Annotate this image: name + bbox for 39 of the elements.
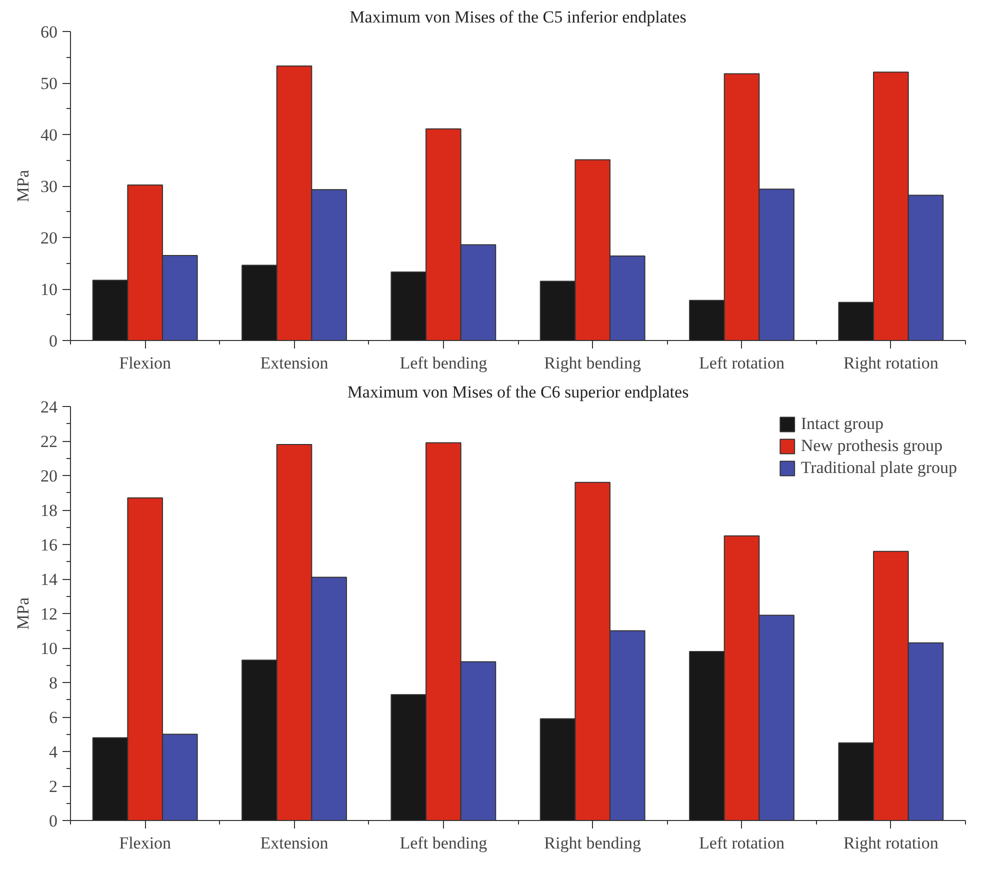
x-tick-label: Extension <box>260 834 329 852</box>
x-tick-label: Flexion <box>119 834 172 852</box>
x-tick-label: Right bending <box>544 834 642 852</box>
y-tick-label: 4 <box>49 742 58 762</box>
x-tick-label: Flexion <box>119 354 172 372</box>
x-tick-label: Left rotation <box>699 354 785 372</box>
y-tick-label: 12 <box>40 604 58 624</box>
y-tick-label: 10 <box>40 280 58 299</box>
y-tick-label: 30 <box>40 177 58 196</box>
y-tick-label: 10 <box>40 639 58 658</box>
chart-title: Maximum von Mises of the C5 inferior endplates <box>350 8 686 26</box>
x-tick-label: Right rotation <box>843 834 939 852</box>
y-tick-label: 8 <box>49 674 58 692</box>
x-tick-label: Extension <box>260 354 329 372</box>
y-axis-title: MPa <box>14 169 32 202</box>
y-tick-label: 20 <box>40 466 58 486</box>
y-tick-label: 60 <box>40 22 58 42</box>
y-tick-label: 16 <box>40 536 58 554</box>
legend-label: Traditional plate group <box>800 458 957 478</box>
x-tick-label: Right rotation <box>843 354 939 372</box>
y-tick-label: 40 <box>40 126 58 144</box>
x-tick-label: Right bending <box>544 354 642 372</box>
legend-label: Intact group <box>800 414 884 434</box>
x-tick-label: Left rotation <box>699 834 785 852</box>
legend-label: New prothesis group <box>800 436 943 456</box>
x-tick-label: Left bending <box>400 354 488 372</box>
y-tick-label: 20 <box>40 228 58 248</box>
y-tick-label: 2 <box>49 777 58 796</box>
x-tick-label: Left bending <box>400 834 488 852</box>
y-tick-label: 14 <box>40 570 58 589</box>
y-axis-title: MPa <box>14 596 32 630</box>
y-tick-label: 18 <box>40 501 58 520</box>
y-tick-label: 50 <box>40 74 58 93</box>
y-tick-label: 22 <box>40 432 58 451</box>
y-tick-label: 6 <box>49 708 58 727</box>
y-tick-label: 0 <box>49 812 58 830</box>
y-tick-label: 0 <box>49 332 58 350</box>
y-tick-label: 24 <box>40 398 58 416</box>
chart-title: Maximum von Mises of the C6 superior endplates <box>347 382 689 402</box>
